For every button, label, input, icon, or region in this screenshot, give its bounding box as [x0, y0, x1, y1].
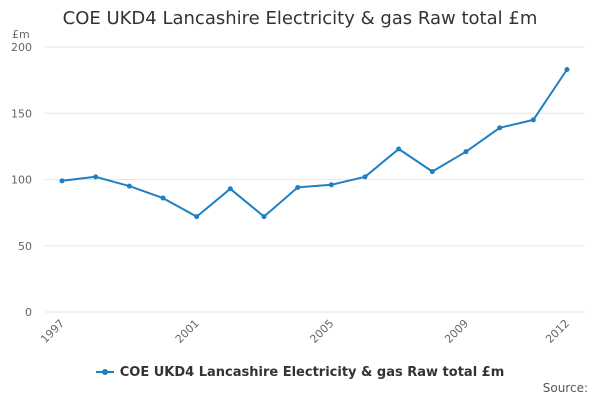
- source-label: Source:: [542, 381, 588, 395]
- data-point: [497, 125, 503, 131]
- data-point: [160, 195, 166, 201]
- x-axis: 1997 2001 2005 2009 2012: [38, 317, 572, 346]
- legend[interactable]: COE UKD4 Lancashire Electricity & gas Ra…: [0, 365, 600, 380]
- legend-marker-icon: [95, 368, 114, 375]
- data-point: [328, 182, 334, 188]
- x-tick-label: 2001: [173, 317, 202, 346]
- y-tick-label: 200: [11, 41, 32, 54]
- y-axis: 0 50 100 150 200£m: [11, 28, 32, 319]
- data-point: [194, 214, 200, 220]
- legend-label: COE UKD4 Lancashire Electricity & gas Ra…: [119, 365, 505, 380]
- data-point: [261, 214, 267, 220]
- x-tick-label: 2012: [543, 317, 572, 346]
- data-point: [93, 174, 99, 180]
- grid-lines: [45, 46, 585, 313]
- y-axis-label: £m: [12, 28, 30, 41]
- data-point: [396, 146, 402, 152]
- chart-title: COE UKD4 Lancashire Electricity & gas Ra…: [62, 8, 538, 29]
- data-point: [295, 184, 301, 190]
- data-point: [227, 186, 233, 192]
- y-tick-label: 50: [18, 240, 32, 253]
- series-layer: [59, 67, 570, 220]
- series-line: [61, 68, 568, 218]
- y-tick-label: 150: [11, 107, 32, 120]
- y-tick-label: 0: [25, 306, 32, 319]
- data-point: [126, 183, 132, 189]
- data-point: [429, 169, 435, 175]
- x-tick-label: 2005: [307, 317, 336, 346]
- data-point: [362, 174, 368, 180]
- data-point: [564, 67, 570, 73]
- data-point: [59, 178, 65, 184]
- data-point: [530, 117, 536, 123]
- data-point: [463, 149, 469, 155]
- y-tick-label: 100: [11, 174, 32, 187]
- x-tick-label: 2009: [442, 317, 471, 346]
- x-tick-label: 1997: [38, 317, 67, 346]
